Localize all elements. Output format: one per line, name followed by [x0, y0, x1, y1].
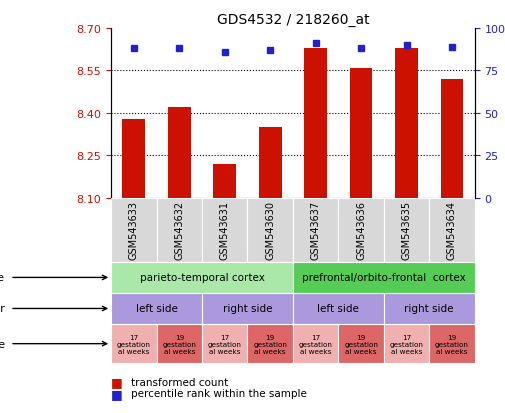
- Bar: [349, 69, 373, 198]
- Bar: [202, 198, 247, 262]
- Text: GSM543636: GSM543636: [356, 201, 366, 260]
- Text: percentile rank within the sample: percentile rank within the sample: [131, 388, 307, 398]
- Text: GSM543630: GSM543630: [265, 201, 275, 260]
- Bar: [338, 198, 384, 262]
- Text: prefrontal/orbito-frontal  cortex: prefrontal/orbito-frontal cortex: [302, 273, 466, 283]
- Bar: [293, 293, 384, 324]
- Bar: [202, 293, 293, 324]
- Text: parieto-temporal cortex: parieto-temporal cortex: [139, 273, 265, 283]
- Bar: [168, 108, 191, 198]
- Text: left side: left side: [318, 304, 359, 314]
- Text: 19
gestation
al weeks: 19 gestation al weeks: [162, 334, 196, 354]
- Text: GSM543635: GSM543635: [401, 201, 412, 260]
- Text: 17
gestation
al weeks: 17 gestation al weeks: [208, 334, 242, 354]
- Text: GSM543632: GSM543632: [174, 201, 184, 260]
- Bar: [440, 80, 464, 198]
- Text: ■: ■: [111, 387, 123, 400]
- Title: GDS4532 / 218260_at: GDS4532 / 218260_at: [217, 12, 369, 26]
- Bar: [395, 49, 418, 198]
- Bar: [111, 198, 157, 262]
- Text: 19
gestation
al weeks: 19 gestation al weeks: [253, 334, 287, 354]
- Bar: [214, 164, 236, 198]
- Bar: [429, 198, 475, 262]
- Bar: [111, 262, 293, 293]
- Text: 17
gestation
al weeks: 17 gestation al weeks: [117, 334, 151, 354]
- Bar: [384, 198, 429, 262]
- Bar: [384, 324, 429, 363]
- Text: other: other: [0, 304, 5, 314]
- Text: 19
gestation
al weeks: 19 gestation al weeks: [435, 334, 469, 354]
- Bar: [202, 324, 247, 363]
- Bar: [259, 128, 282, 198]
- Bar: [157, 324, 202, 363]
- Bar: [122, 119, 145, 198]
- Bar: [111, 324, 157, 363]
- Bar: [293, 198, 338, 262]
- Bar: [247, 198, 293, 262]
- Text: development stage: development stage: [0, 339, 5, 349]
- Bar: [111, 293, 202, 324]
- Bar: [157, 198, 202, 262]
- Text: transformed count: transformed count: [131, 377, 229, 387]
- Bar: [304, 49, 327, 198]
- Bar: [293, 324, 338, 363]
- Bar: [429, 324, 475, 363]
- Text: 17
gestation
al weeks: 17 gestation al weeks: [298, 334, 333, 354]
- Bar: [338, 324, 384, 363]
- Bar: [384, 293, 475, 324]
- Text: GSM543637: GSM543637: [311, 201, 321, 260]
- Bar: [293, 262, 475, 293]
- Text: 19
gestation
al weeks: 19 gestation al weeks: [344, 334, 378, 354]
- Text: GSM543633: GSM543633: [129, 201, 139, 260]
- Text: tissue: tissue: [0, 273, 5, 283]
- Text: GSM543634: GSM543634: [447, 201, 457, 260]
- Text: right side: right side: [405, 304, 454, 314]
- Text: ■: ■: [111, 375, 123, 389]
- Text: GSM543631: GSM543631: [220, 201, 230, 260]
- Text: right side: right side: [223, 304, 272, 314]
- Text: left side: left side: [136, 304, 177, 314]
- Text: 17
gestation
al weeks: 17 gestation al weeks: [389, 334, 424, 354]
- Bar: [247, 324, 293, 363]
